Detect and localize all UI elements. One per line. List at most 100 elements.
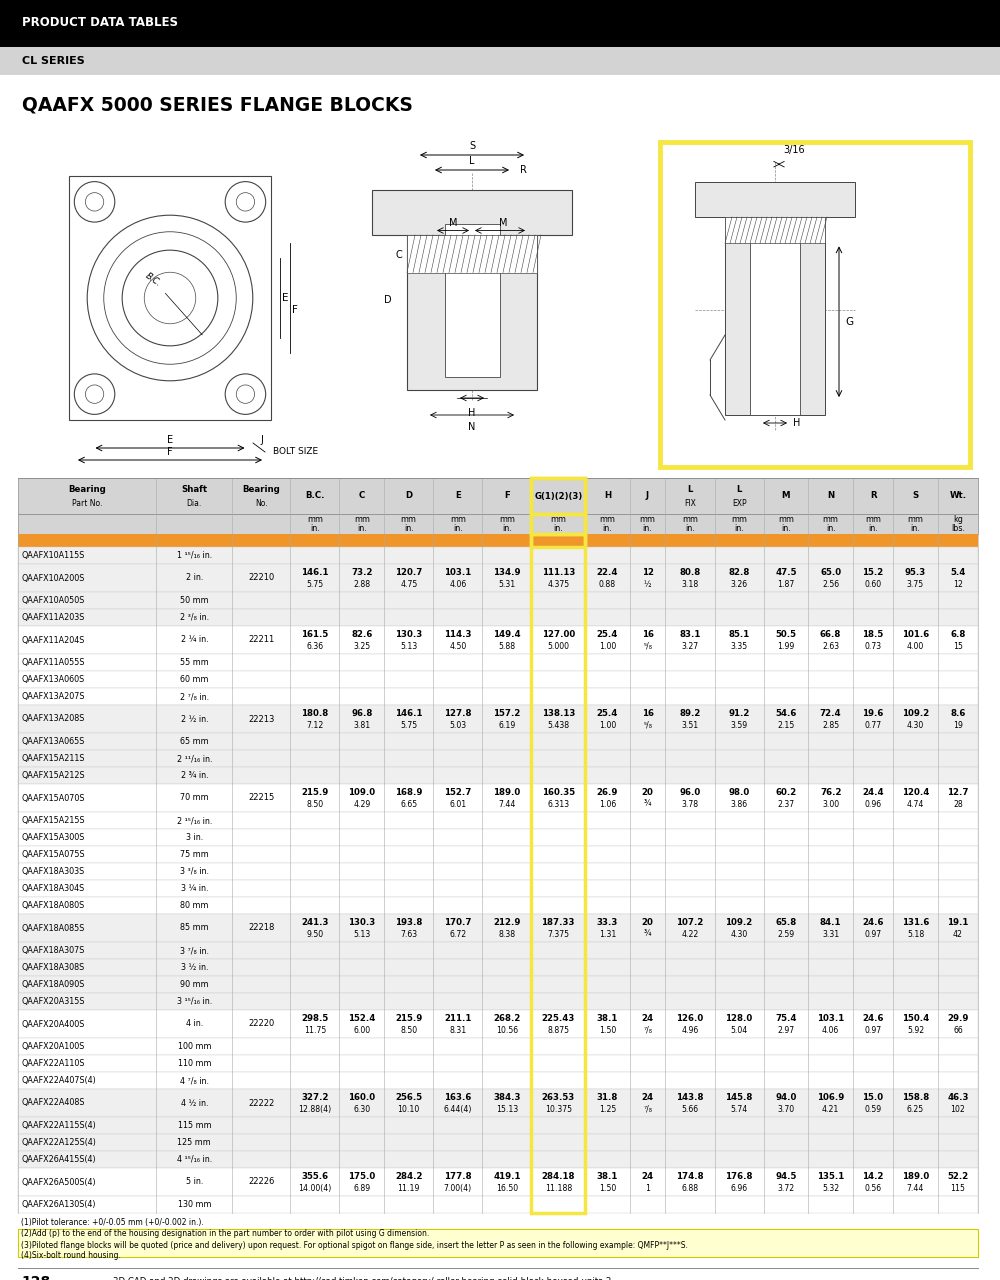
Text: G: G <box>845 316 853 326</box>
Text: Shaft: Shaft <box>181 485 207 494</box>
Text: QAAFX18A304S: QAAFX18A304S <box>21 884 84 893</box>
Text: 98.0: 98.0 <box>728 788 750 797</box>
Text: 89.2: 89.2 <box>679 709 701 718</box>
Circle shape <box>87 215 253 380</box>
Text: mm: mm <box>731 515 747 524</box>
Text: 22220: 22220 <box>248 1019 274 1029</box>
Text: in.: in. <box>603 524 612 532</box>
Text: mm: mm <box>401 515 417 524</box>
Text: QAAFX22A115S(4): QAAFX22A115S(4) <box>21 1121 96 1130</box>
Text: in.: in. <box>502 524 512 532</box>
Text: QAAFX11A203S: QAAFX11A203S <box>21 613 84 622</box>
Text: 3.51: 3.51 <box>681 721 699 730</box>
Text: PRODUCT DATA TABLES: PRODUCT DATA TABLES <box>22 17 178 29</box>
Text: 4 ⁷/₈ in.: 4 ⁷/₈ in. <box>180 1076 209 1085</box>
Text: QAAFX15A212S: QAAFX15A212S <box>21 771 85 780</box>
Text: 9.50: 9.50 <box>306 929 323 938</box>
Text: QAAFX22A110S: QAAFX22A110S <box>21 1059 84 1068</box>
Text: 20: 20 <box>642 788 654 797</box>
Text: 46.3: 46.3 <box>947 1093 969 1102</box>
Bar <box>18 547 978 564</box>
Circle shape <box>225 182 266 223</box>
Text: 96.0: 96.0 <box>679 788 701 797</box>
Text: 8.38: 8.38 <box>498 929 515 938</box>
Text: 109.0: 109.0 <box>348 788 375 797</box>
Text: 10.10: 10.10 <box>398 1105 420 1114</box>
Text: 52.2: 52.2 <box>947 1172 969 1181</box>
Bar <box>18 942 978 959</box>
Text: 16: 16 <box>642 630 654 639</box>
Text: 2 ¼ in.: 2 ¼ in. <box>181 635 208 645</box>
Text: 189.0: 189.0 <box>902 1172 929 1181</box>
Text: C: C <box>395 250 402 260</box>
Text: 6.72: 6.72 <box>449 929 466 938</box>
Text: ⁷/₈: ⁷/₈ <box>643 1105 652 1114</box>
Text: 3.31: 3.31 <box>822 929 839 938</box>
Text: 5.66: 5.66 <box>681 1105 699 1114</box>
Text: 82.6: 82.6 <box>351 630 373 639</box>
Text: 24: 24 <box>642 1093 654 1102</box>
Text: 12: 12 <box>953 580 963 589</box>
Text: 384.3: 384.3 <box>493 1093 521 1102</box>
Text: QAAFX20A400S: QAAFX20A400S <box>21 1019 84 1029</box>
Text: 215.9: 215.9 <box>301 788 329 797</box>
Text: C: C <box>359 492 365 500</box>
Text: QAAFX18A085S: QAAFX18A085S <box>21 923 84 933</box>
Text: 107.2: 107.2 <box>676 918 704 927</box>
Text: 60 mm: 60 mm <box>180 675 209 684</box>
Text: L: L <box>687 485 693 494</box>
Text: QAAFX18A090S: QAAFX18A090S <box>21 980 84 989</box>
Text: 22218: 22218 <box>248 923 275 933</box>
Text: 72.4: 72.4 <box>820 709 841 718</box>
Bar <box>18 1010 978 1038</box>
Bar <box>18 591 978 609</box>
Text: L: L <box>469 156 475 166</box>
Text: 3.26: 3.26 <box>731 580 748 589</box>
Text: 2.59: 2.59 <box>777 929 795 938</box>
Text: 180.8: 180.8 <box>301 709 329 718</box>
Text: 2 ¾ in.: 2 ¾ in. <box>181 771 208 780</box>
Text: QAAFX13A207S: QAAFX13A207S <box>21 692 84 701</box>
Text: 16: 16 <box>642 709 654 718</box>
Text: 7.375: 7.375 <box>547 929 569 938</box>
Bar <box>18 975 978 993</box>
Text: F: F <box>292 305 298 315</box>
Text: mm: mm <box>682 515 698 524</box>
Text: 3.86: 3.86 <box>731 800 748 809</box>
Text: 3.81: 3.81 <box>353 721 370 730</box>
Text: 11.19: 11.19 <box>398 1184 420 1193</box>
Text: 7.63: 7.63 <box>400 929 417 938</box>
Text: mm: mm <box>307 515 323 524</box>
Text: mm: mm <box>499 515 515 524</box>
Text: mm: mm <box>599 515 615 524</box>
Text: 22222: 22222 <box>248 1098 274 1107</box>
Text: 130.3: 130.3 <box>395 630 422 639</box>
Text: in.: in. <box>310 524 320 532</box>
Text: 103.1: 103.1 <box>817 1014 844 1023</box>
Text: J: J <box>646 492 649 500</box>
Text: 2 ¹⁵/₁₆ in.: 2 ¹⁵/₁₆ in. <box>177 817 212 826</box>
Circle shape <box>236 193 255 211</box>
Text: mm: mm <box>550 515 566 524</box>
Text: mm: mm <box>640 515 656 524</box>
Bar <box>18 534 978 547</box>
Text: (3)Piloted flange blocks will be quoted (price and delivery) upon request. For o: (3)Piloted flange blocks will be quoted … <box>21 1240 688 1249</box>
Bar <box>18 959 978 975</box>
Text: 284.2: 284.2 <box>395 1172 422 1181</box>
Text: 7.44: 7.44 <box>907 1184 924 1193</box>
Text: N: N <box>468 422 476 431</box>
Text: M: M <box>449 218 457 228</box>
Text: 4 ¹⁵/₁₆ in.: 4 ¹⁵/₁₆ in. <box>177 1155 212 1164</box>
Text: in.: in. <box>643 524 652 532</box>
Text: 177.8: 177.8 <box>444 1172 472 1181</box>
Text: 102: 102 <box>951 1105 965 1114</box>
Text: 109.2: 109.2 <box>902 709 929 718</box>
Bar <box>531 477 585 1213</box>
Text: QAAFX22A407S(4): QAAFX22A407S(4) <box>21 1076 96 1085</box>
Text: 2.15: 2.15 <box>777 721 795 730</box>
Bar <box>18 1089 978 1117</box>
Text: 120.7: 120.7 <box>395 568 422 577</box>
Text: 225.43: 225.43 <box>542 1014 575 1023</box>
Text: QAAFX 5000 SERIES FLANGE BLOCKS: QAAFX 5000 SERIES FLANGE BLOCKS <box>22 96 413 114</box>
Bar <box>18 897 978 914</box>
